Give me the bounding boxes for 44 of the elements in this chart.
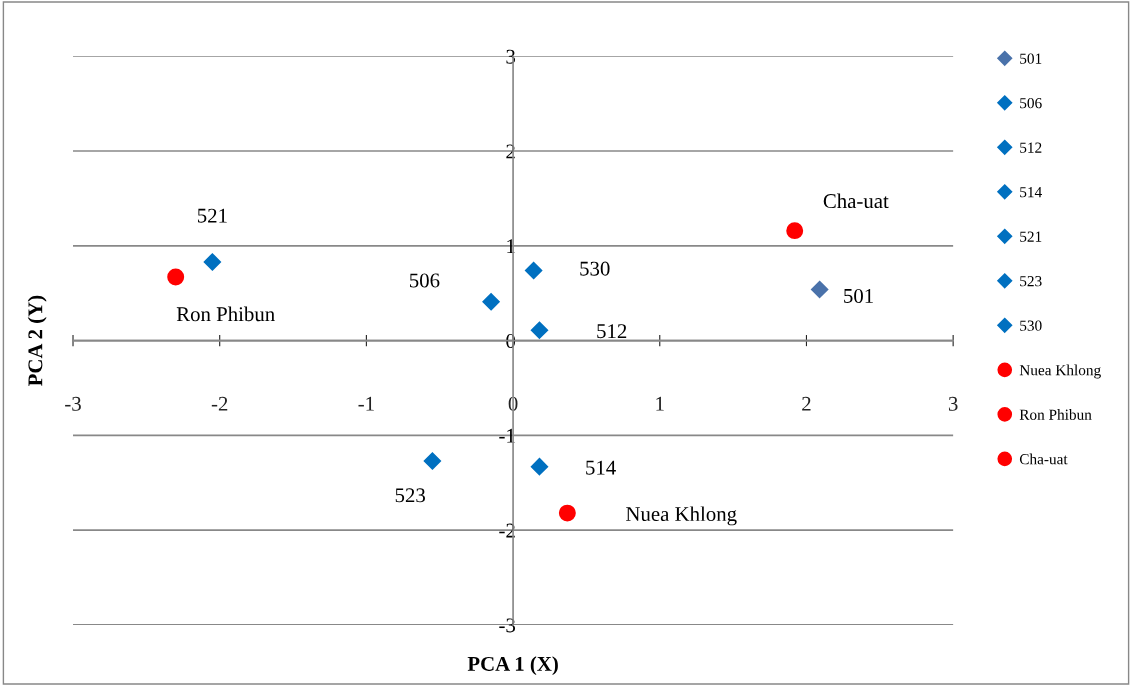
legend-label: 521 — [1020, 231, 1042, 242]
legend-label: 506 — [1020, 97, 1042, 109]
point — [786, 222, 804, 240]
legend-label: Nuea Khlong — [1019, 364, 1101, 379]
point — [810, 280, 829, 299]
x-tick-label: -2 — [211, 396, 228, 411]
annotation: 506 — [410, 273, 440, 288]
point — [167, 268, 185, 286]
y-tick-label: 1 — [507, 239, 515, 254]
legend-label: 530 — [1020, 320, 1042, 331]
point — [423, 452, 442, 470]
legend-label: Ron Phibun — [1019, 409, 1092, 420]
point — [530, 321, 549, 339]
point — [482, 293, 500, 311]
legend-label: 501 — [1020, 53, 1042, 64]
y-axis-title: PCA 2 (Y) — [27, 295, 47, 386]
point — [203, 253, 222, 271]
annotation: 501 — [844, 288, 873, 303]
annotation: 523 — [395, 488, 425, 503]
y-tick-label: 2 — [506, 144, 515, 159]
y-tick-label: -2 — [499, 523, 515, 538]
annotation: 514 — [586, 460, 616, 475]
annotation: Nuea Khlong — [626, 506, 737, 526]
annotation: Ron Phibun — [176, 306, 275, 322]
x-tick-label: 2 — [802, 396, 811, 411]
annotation: 521 — [197, 208, 227, 223]
x-axis-title: PCA 1 (X) — [467, 656, 558, 676]
annotation: 530 — [580, 261, 610, 276]
x-tick-label: 1 — [656, 396, 664, 411]
legend-label: 512 — [1020, 142, 1042, 153]
annotation: 512 — [597, 324, 627, 339]
y-tick-label: -3 — [499, 618, 516, 633]
legend-label: 514 — [1020, 187, 1042, 198]
x-tick-label: -1 — [358, 396, 374, 411]
y-tick-label: -1 — [499, 428, 515, 443]
x-tick-label: 3 — [948, 396, 958, 411]
legend-label: 523 — [1020, 276, 1042, 287]
annotation: Cha-uat — [823, 193, 889, 209]
point — [530, 457, 549, 476]
point — [524, 261, 543, 280]
x-tick-label: -3 — [65, 396, 81, 411]
legend-label: Cha-uat — [1019, 453, 1068, 465]
point — [558, 504, 576, 522]
y-tick-label: 3 — [506, 49, 516, 64]
